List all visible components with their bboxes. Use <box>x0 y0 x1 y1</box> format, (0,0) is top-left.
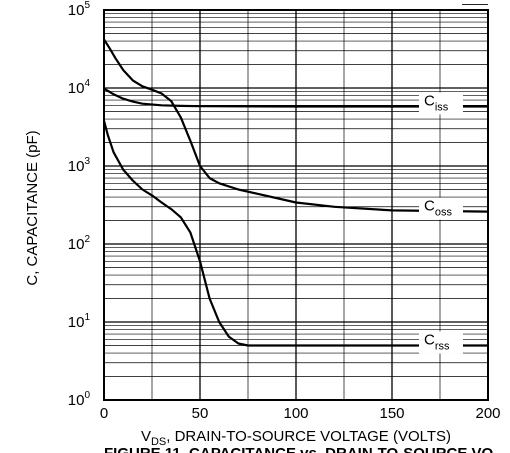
series-label-subscript: iss <box>435 101 449 113</box>
y-tick-label: 103 <box>68 156 91 175</box>
series-label-c-oss: Coss <box>424 198 452 219</box>
series-label-subscript: rss <box>435 340 450 352</box>
series-label-c-iss: Ciss <box>424 92 449 113</box>
y-tick-label: 105 <box>68 0 91 19</box>
plot-frame <box>103 9 489 401</box>
y-axis-label: C, CAPACITANCE (pF) <box>24 130 41 285</box>
series-label-c-rss: Crss <box>424 331 450 352</box>
series-label-background <box>419 197 463 220</box>
y-tick-exponent: 3 <box>84 156 90 167</box>
x-tick-label: 50 <box>192 405 209 422</box>
x-tick-label: 100 <box>283 405 308 422</box>
y-tick-label: 101 <box>68 312 91 331</box>
series-label-subscript: oss <box>435 207 453 219</box>
x-axis-label-prefix: V <box>141 428 151 445</box>
y-tick-base: 10 <box>68 392 85 409</box>
y-tick-exponent: 0 <box>84 390 90 401</box>
top-right-fragment: —— <box>462 0 488 11</box>
series-label-main: C <box>424 92 435 109</box>
x-tick-label: 200 <box>475 405 500 422</box>
y-tick-base: 10 <box>68 2 85 19</box>
x-axis-label: VDS, DRAIN-TO-SOURCE VOLTAGE (VOLTS) <box>141 428 451 448</box>
y-tick-base: 10 <box>68 236 85 253</box>
figure-caption: FIGURE 11. CAPACITANCE vs. DRAIN-TO-SOUR… <box>104 445 494 453</box>
y-tick-exponent: 5 <box>84 0 90 11</box>
series-label-main: C <box>424 331 435 348</box>
series-label-background <box>419 92 463 115</box>
y-tick-label: 102 <box>68 234 91 253</box>
series-label-background <box>419 331 463 354</box>
x-tick-label: 150 <box>379 405 404 422</box>
y-tick-label: 100 <box>68 390 91 409</box>
y-tick-exponent: 4 <box>84 78 90 89</box>
x-axis-label-subscript: DS <box>151 436 166 448</box>
y-tick-base: 10 <box>68 314 85 331</box>
y-tick-exponent: 2 <box>84 234 90 245</box>
x-axis-label-text: , DRAIN-TO-SOURCE VOLTAGE (VOLTS) <box>166 428 451 445</box>
x-tick-label: 0 <box>100 405 108 422</box>
series-label-main: C <box>424 198 435 215</box>
y-tick-base: 10 <box>68 158 85 175</box>
y-tick-base: 10 <box>68 80 85 97</box>
series-line-c-rss <box>102 120 488 347</box>
series-line-c-oss <box>103 38 489 213</box>
series-line-c-iss <box>103 87 488 108</box>
y-tick-label: 104 <box>68 78 91 97</box>
y-tick-exponent: 1 <box>84 312 90 323</box>
series-curves <box>102 38 489 347</box>
grid <box>104 10 488 400</box>
